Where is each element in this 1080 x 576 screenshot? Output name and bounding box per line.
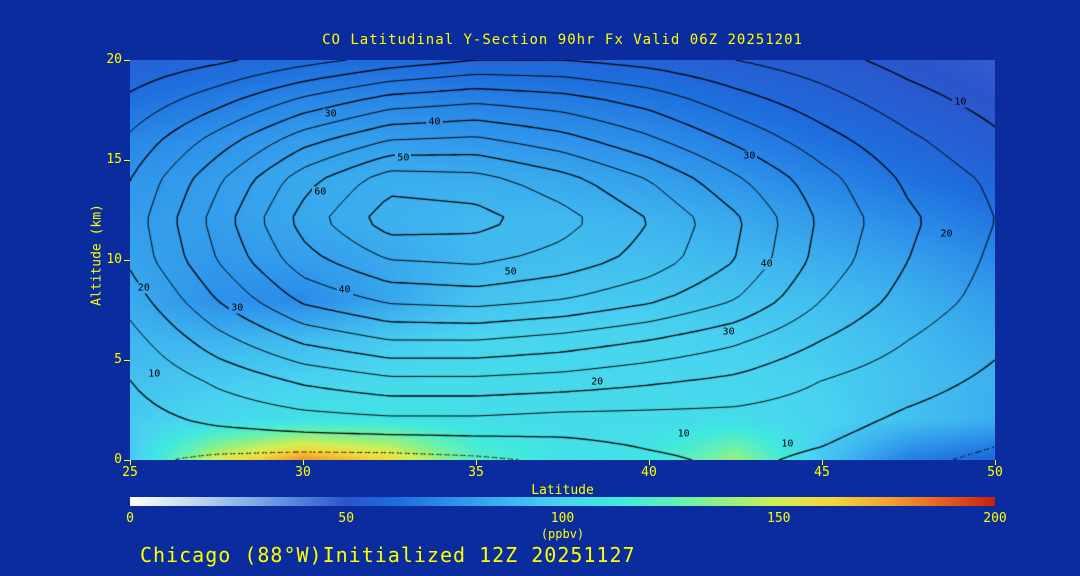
contour-label: 50 [502, 266, 519, 278]
contour-plot-canvas [130, 60, 995, 460]
x-tick-label: 35 [468, 465, 484, 480]
contour-label: 10 [146, 368, 163, 380]
colorbar-tick-label: 150 [767, 511, 791, 526]
contour-label: 60 [312, 186, 329, 198]
y-tick-label: 10 [106, 252, 122, 267]
y-tick-label: 15 [106, 152, 122, 167]
chart-title: CO Latitudinal Y-Section 90hr Fx Valid 0… [322, 32, 803, 48]
footer-run-info: Chicago (88°W)Initialized 12Z 20251127 [140, 543, 636, 567]
contour-label: 30 [741, 150, 758, 162]
contour-label: 10 [952, 96, 969, 108]
y-tick-label: 0 [114, 452, 122, 467]
y-tick-label: 20 [106, 52, 122, 67]
x-tick-mark [476, 460, 477, 465]
colorbar-tick-label: 100 [550, 511, 575, 526]
contour-label: 10 [779, 438, 796, 450]
y-tick-mark [124, 60, 130, 61]
y-tick-mark [124, 260, 130, 261]
contour-label: 20 [589, 376, 606, 388]
contour-label: 10 [675, 428, 692, 440]
x-tick-label: 45 [814, 465, 830, 480]
colorbar-tick-label: 0 [126, 511, 134, 526]
plot-area: 30 40 50 60 10 30 20 50 40 40 30 20 10 30 20 10 10 [130, 60, 995, 460]
x-tick-label: 30 [295, 465, 311, 480]
contour-label: 20 [135, 282, 152, 294]
x-tick-mark [130, 460, 131, 465]
y-tick-label: 5 [114, 352, 122, 367]
colorbar-tick-label: 200 [983, 511, 1007, 526]
contour-label: 20 [938, 228, 955, 240]
contour-label: 30 [720, 326, 737, 338]
y-tick-mark [124, 460, 130, 461]
y-tick-mark [124, 160, 130, 161]
contour-label: 40 [758, 258, 775, 270]
y-tick-mark [124, 360, 130, 361]
contour-label: 40 [336, 284, 353, 296]
x-tick-label: 25 [122, 465, 138, 480]
colorbar-unit-label: (ppbv) [540, 527, 585, 541]
contour-label: 30 [322, 108, 339, 120]
x-tick-mark [822, 460, 823, 465]
contour-label: 50 [395, 152, 412, 164]
x-axis-label: Latitude [531, 483, 594, 498]
x-tick-label: 50 [987, 465, 1003, 480]
contour-labels-layer: 30 40 50 60 10 30 20 50 40 40 30 20 10 30 20 10 10 [130, 60, 995, 460]
contour-label: 30 [229, 302, 246, 314]
colorbar [130, 497, 995, 506]
contour-label: 40 [426, 116, 443, 128]
x-tick-mark [995, 460, 996, 465]
x-tick-mark [303, 460, 304, 465]
colorbar-tick-label: 50 [338, 511, 355, 526]
x-tick-mark [649, 460, 650, 465]
x-tick-label: 40 [641, 465, 657, 480]
